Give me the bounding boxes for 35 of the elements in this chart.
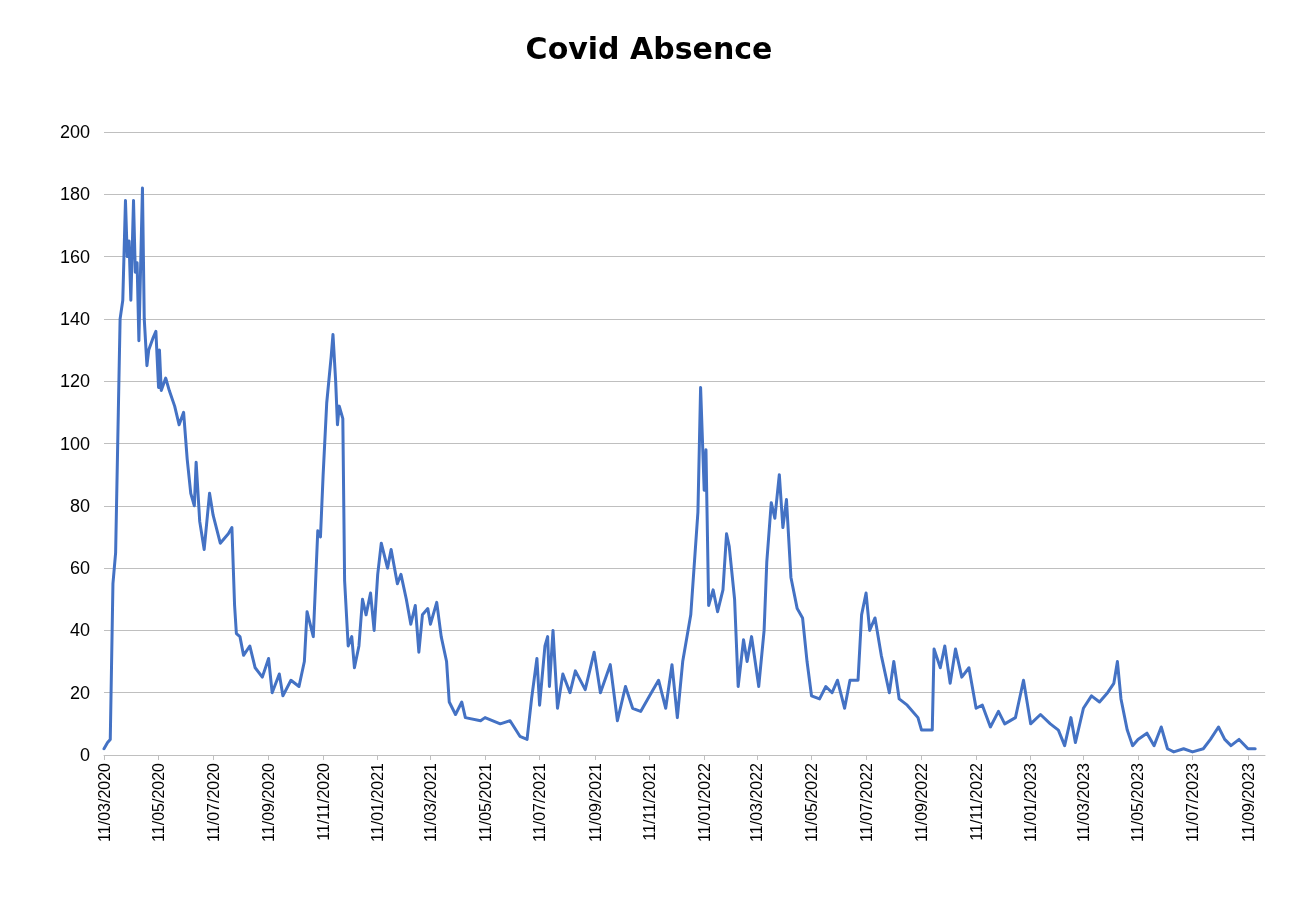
x-tick-label: 11/05/2022 bbox=[803, 762, 821, 842]
x-tick-label: 11/09/2023 bbox=[1239, 762, 1257, 842]
x-tick-label: 11/03/2020 bbox=[95, 762, 113, 842]
x-tick-label: 11/03/2023 bbox=[1074, 762, 1092, 842]
y-tick-label: 200 bbox=[59, 122, 90, 142]
line-series bbox=[102, 186, 1257, 754]
x-tick-label: 11/05/2023 bbox=[1129, 762, 1147, 842]
x-tick-label: 11/07/2021 bbox=[531, 762, 549, 842]
x-tick-label: 11/09/2021 bbox=[586, 762, 604, 842]
x-tick-label: 11/01/2022 bbox=[695, 762, 713, 842]
y-tick-label: 60 bbox=[69, 558, 90, 579]
y-tick-label: 140 bbox=[59, 308, 90, 329]
x-tick-label: 11/07/2023 bbox=[1184, 762, 1202, 842]
x-tick-label: 11/11/2021 bbox=[641, 762, 659, 841]
x-tick-label: 11/03/2022 bbox=[748, 762, 766, 842]
y-tick-label: 120 bbox=[59, 371, 90, 392]
x-tick-label: 11/03/2021 bbox=[421, 762, 439, 842]
x-tick-label: 11/09/2022 bbox=[913, 762, 931, 842]
x-tick-label: 11/11/2020 bbox=[314, 762, 332, 841]
x-tick-label: 11/01/2023 bbox=[1022, 762, 1040, 842]
x-tick-label: 11/05/2021 bbox=[476, 762, 494, 842]
x-tick-label: 11/01/2021 bbox=[369, 762, 387, 842]
y-tick-label: 100 bbox=[59, 433, 90, 454]
x-tick-label: 11/07/2022 bbox=[857, 762, 875, 842]
y-tick-label: 20 bbox=[69, 682, 90, 703]
chart-title: Covid Absence bbox=[525, 30, 773, 66]
x-tick-label: 11/05/2020 bbox=[150, 762, 168, 842]
x-tick-label: 11/11/2022 bbox=[967, 762, 985, 841]
y-tick-label: 80 bbox=[69, 495, 90, 516]
x-tick-label: 11/07/2020 bbox=[204, 762, 222, 842]
x-tick-label: 11/09/2020 bbox=[260, 762, 278, 842]
y-tick-label: 180 bbox=[59, 184, 90, 205]
y-tick-label: 160 bbox=[59, 246, 90, 267]
y-tick-label: 40 bbox=[69, 620, 90, 641]
y-tick-label: 0 bbox=[79, 745, 90, 765]
